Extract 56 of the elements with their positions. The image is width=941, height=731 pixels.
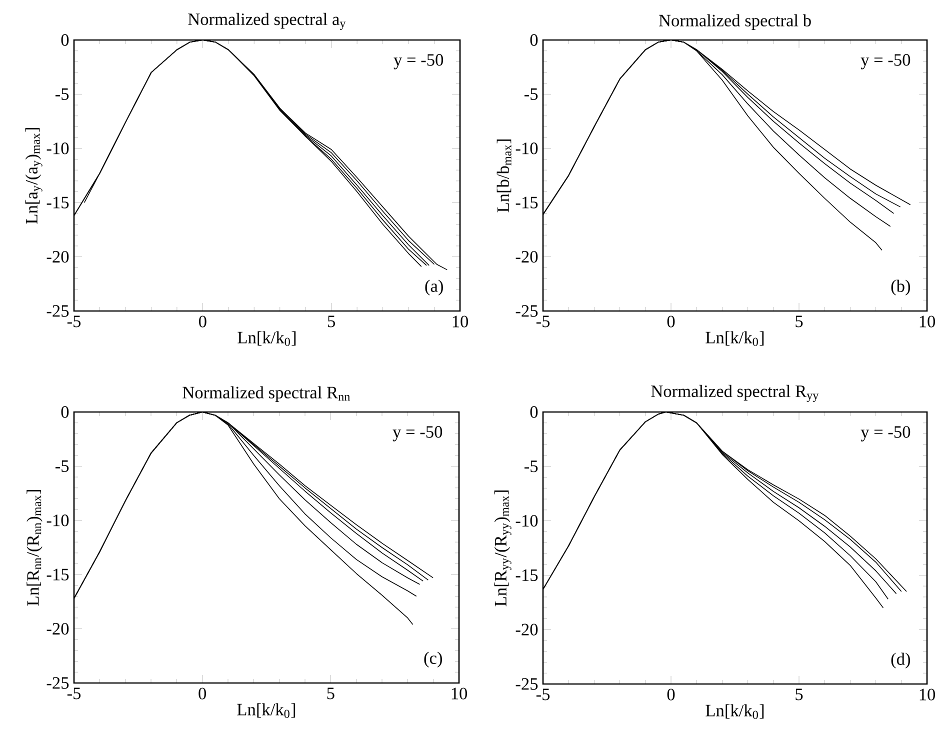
chart-title: Normalized spectral a$_{y}$ <box>188 12 346 30</box>
y-axis-title: Ln[R$_{nn}$/(R$_{nn}$)$_{max}$] <box>26 490 42 606</box>
x-axis-title: Ln[k/k$_{0}$] <box>237 703 296 718</box>
annotation: (a) <box>425 280 443 296</box>
y-tick-label: 0 <box>530 34 538 46</box>
y-axis-title: Ln[b/b$_{max}$] <box>496 140 512 212</box>
annotation: (b) <box>891 280 910 296</box>
chart-title: Normalized spectral R$_{yy}$ <box>651 384 819 402</box>
annotation: (d) <box>891 652 910 668</box>
x-axis-title: Ln[k/k$_{0}$] <box>706 331 764 346</box>
x-tick-label: 10 <box>920 688 936 700</box>
x-tick-label: 0 <box>667 316 675 328</box>
annotation: (c) <box>424 652 442 668</box>
y-tick-label: 0 <box>530 406 538 418</box>
x-axis-title: Ln[k/k$_{0}$] <box>238 331 296 346</box>
x-tick-label: 0 <box>667 688 675 700</box>
y-tick-label: -15 <box>516 196 538 208</box>
y-tick-label: -15 <box>46 568 69 580</box>
y-axis-title: Ln[R$_{yy}$/(R$_{yy}$)$_{max}$] <box>494 490 512 606</box>
y-tick-label: -5 <box>524 88 538 100</box>
y-tick-label: -25 <box>46 305 69 317</box>
annotation: y = -50 <box>860 54 910 70</box>
chart-title: Normalized spectral R$_{nn}$ <box>182 386 350 402</box>
x-axis-title: Ln[k/k$_{0}$] <box>706 704 764 719</box>
y-tick-label: -10 <box>46 514 69 526</box>
y-tick-label: -5 <box>524 460 538 472</box>
y-tick-label: -20 <box>46 622 69 635</box>
x-tick-label: 5 <box>328 316 335 328</box>
y-tick-label: -20 <box>516 624 538 636</box>
y-tick-label: -25 <box>46 677 69 689</box>
y-tick-label: -20 <box>516 250 538 263</box>
x-tick-label: 5 <box>327 688 334 700</box>
y-tick-label: 0 <box>61 406 69 418</box>
y-tick-label: -5 <box>56 88 69 100</box>
y-tick-label: 0 <box>61 34 69 46</box>
x-tick-label: 0 <box>199 316 206 328</box>
x-tick-label: 0 <box>198 688 206 700</box>
y-tick-label: -15 <box>516 569 538 581</box>
x-tick-label: 10 <box>452 688 468 700</box>
chart-title: Normalized spectral b <box>658 14 811 30</box>
y-tick-label: -10 <box>516 514 538 527</box>
annotation: y = -50 <box>860 426 910 442</box>
y-tick-label: -5 <box>56 460 69 472</box>
y-tick-label: -25 <box>516 678 538 690</box>
x-tick-label: 5 <box>796 316 803 328</box>
y-tick-label: -10 <box>516 142 538 154</box>
annotation: y = -50 <box>392 426 442 442</box>
y-tick-label: -15 <box>46 196 69 208</box>
x-tick-label: 10 <box>452 316 468 328</box>
y-tick-label: -25 <box>516 305 538 317</box>
annotation: y = -50 <box>394 54 444 70</box>
y-tick-label: -10 <box>46 142 69 154</box>
x-tick-label: 10 <box>920 316 936 328</box>
y-axis-title: Ln[a$_{y}$/(a$_{y}$)$_{max}$] <box>25 128 42 224</box>
x-tick-label: 5 <box>796 688 803 700</box>
y-tick-label: -20 <box>46 250 69 263</box>
